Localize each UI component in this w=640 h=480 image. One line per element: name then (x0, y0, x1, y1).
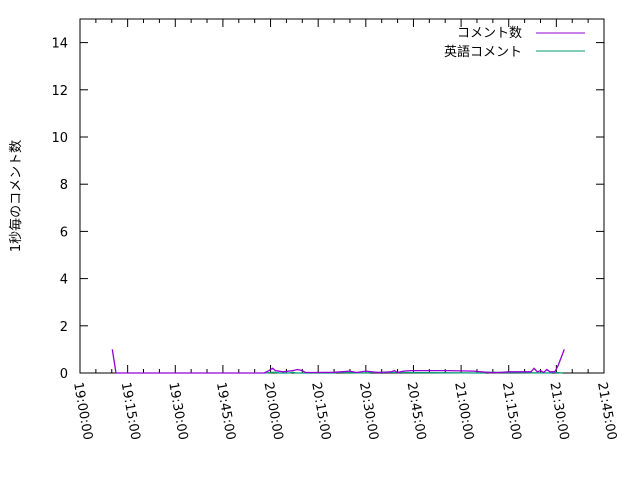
x-tick-label: 19:45:00 (213, 381, 238, 441)
y-tick-label: 14 (51, 37, 68, 52)
x-tick-label: 19:00:00 (70, 381, 95, 441)
x-tick-label: 20:15:00 (308, 381, 333, 441)
y-tick-label: 2 (60, 320, 68, 335)
x-tick-label: 20:30:00 (356, 381, 381, 441)
legend-label-0: コメント数 (457, 26, 522, 41)
series-line-コメント数 (111, 349, 565, 374)
legend: コメント数 英語コメント (444, 26, 585, 60)
y-tick-label: 0 (60, 367, 68, 382)
legend-label-1: 英語コメント (444, 44, 522, 60)
y-tick-label: 6 (60, 225, 68, 240)
x-tick-label: 21:00:00 (451, 381, 476, 441)
y-axis-label: 1秒毎のコメント数 (8, 140, 24, 252)
x-tick-label: 19:30:00 (165, 381, 190, 441)
x-tick-label: 20:45:00 (404, 381, 429, 441)
x-tick-label: 20:00:00 (261, 381, 286, 441)
x-tick-label: 21:15:00 (499, 381, 524, 441)
y-tick-label: 8 (60, 178, 68, 193)
axes: 0 2 4 6 8 10 12 14 19:00:00 19:15:00 19:30:00 19:45… (51, 18, 619, 441)
x-tick-label: 21:30:00 (546, 381, 571, 441)
plot-lines (111, 349, 565, 374)
y-tick-label: 4 (60, 273, 68, 288)
y-tick-label: 12 (51, 84, 68, 99)
x-tick-label: 21:45:00 (594, 381, 619, 441)
y-tick-label: 10 (51, 131, 68, 146)
plot-border (79, 18, 605, 374)
x-tick-label: 19:15:00 (118, 381, 143, 441)
